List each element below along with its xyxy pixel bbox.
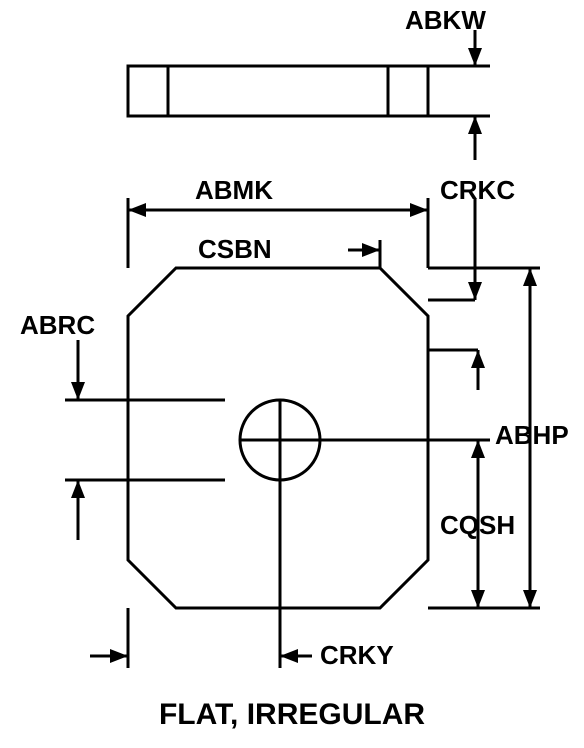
abmk-label: ABMK: [195, 175, 273, 206]
abkw-label: ABKW: [405, 5, 486, 36]
crky-label: CRKY: [320, 640, 394, 671]
crkc-label: CRKC: [440, 175, 515, 206]
abkw-dimension: [428, 30, 490, 160]
technical-drawing: [0, 0, 584, 748]
top-view: [128, 66, 428, 116]
abhp-label: ABHP: [495, 420, 569, 451]
abmk-dimension: [128, 198, 428, 268]
drawing-title: FLAT, IRREGULAR: [0, 698, 584, 732]
abrc-label: ABRC: [20, 310, 95, 341]
csbn-label: CSBN: [198, 234, 272, 265]
crkc-extension: [428, 350, 485, 390]
csbn-dimension: [348, 240, 380, 268]
crky-dimension: [90, 480, 312, 668]
main-view: [128, 268, 428, 608]
crkc-dimension: [428, 198, 482, 300]
abrc-dimension: [65, 340, 225, 540]
cqsh-label: CQSH: [440, 510, 515, 541]
